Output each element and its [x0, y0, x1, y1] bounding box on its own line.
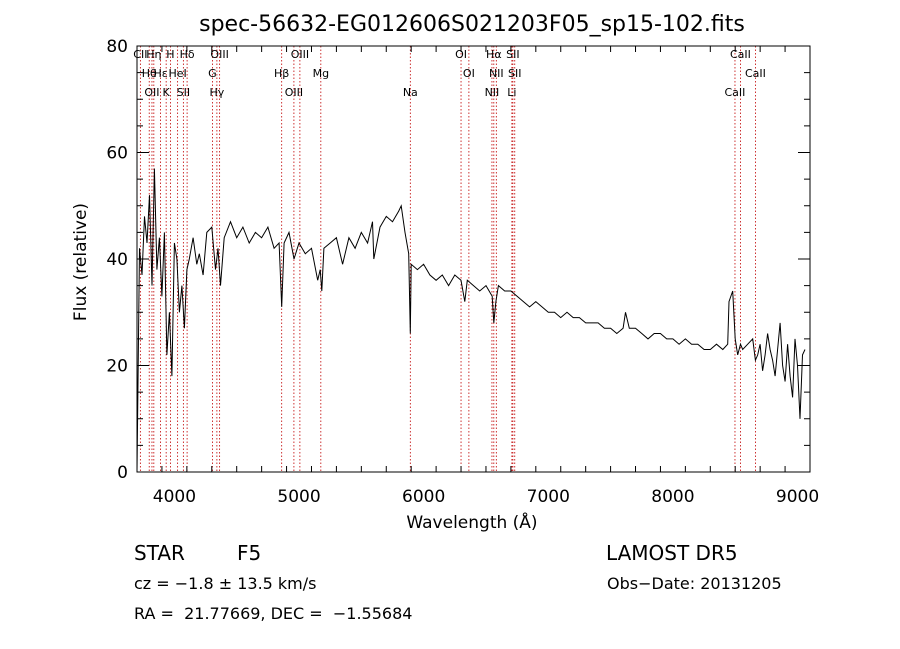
y-axis: 0 20 40 60 80 — [106, 37, 810, 483]
spectral-line-labels: CIIHθOIIHηHεKHHeISIIHδGHγOIIIHβOIIIOIIIM… — [133, 48, 766, 99]
object-subclass: F5 — [237, 541, 262, 565]
spectral-line-label: Hθ — [142, 67, 157, 80]
x-axis-label: Wavelength (Å) — [406, 511, 537, 533]
spectral-line-label: Li — [507, 86, 516, 99]
object-class: STAR — [134, 541, 185, 565]
y-tick-label: 60 — [106, 144, 128, 164]
y-tick-label: 40 — [106, 250, 128, 270]
spectral-line-label: Hδ — [180, 48, 195, 61]
x-axis: 4000 5000 6000 7000 8000 9000 — [136, 46, 819, 507]
x-tick-label: 4000 — [153, 487, 196, 507]
spectral-line-label: Hβ — [274, 67, 289, 80]
spectral-line-label: CaII — [745, 67, 766, 80]
spectral-line-label: OIII — [291, 48, 309, 61]
spectral-line-label: Hγ — [209, 86, 224, 99]
spectral-line-label: SII — [177, 86, 190, 99]
flux-series-line — [136, 168, 806, 473]
spectral-line-label: NII — [485, 86, 500, 99]
spectral-line-label: NII — [489, 67, 504, 80]
spectral-line-label: Hα — [486, 48, 502, 61]
x-tick-label: 8000 — [651, 487, 694, 507]
x-tick-label: 7000 — [527, 487, 570, 507]
y-tick-label: 80 — [106, 37, 128, 57]
spectral-line-label: SII — [506, 48, 519, 61]
spectral-line-label: Hη — [146, 48, 161, 61]
spectral-line-label: OII — [144, 86, 159, 99]
spectral-line-label: G — [208, 67, 217, 80]
y-tick-label: 20 — [106, 357, 128, 377]
spectral-line-label: K — [163, 86, 171, 99]
spectral-line-label: HeI — [168, 67, 186, 80]
spectral-line-label: Hε — [153, 67, 167, 80]
survey-name: LAMOST DR5 — [606, 541, 738, 565]
spectral-line-label: OIII — [210, 48, 228, 61]
spectral-line-label: OIII — [285, 86, 303, 99]
spectral-line-label: CaII — [725, 86, 746, 99]
spectral-line-markers — [139, 46, 756, 472]
spectral-line-label: OI — [463, 67, 475, 80]
coordinates: RA = 21.77669, DEC = −1.55684 — [134, 604, 413, 623]
spectral-line-label: CaII — [730, 48, 751, 61]
spectral-line-label: Mg — [313, 67, 329, 80]
chart-title: spec-56632-EG012606S021203F05_sp15-102.f… — [199, 12, 745, 37]
plot-frame — [136, 45, 811, 473]
y-axis-label: Flux (relative) — [71, 203, 91, 321]
x-tick-label: 9000 — [776, 487, 819, 507]
y-tick-label: 0 — [117, 463, 128, 483]
spectral-line-label: Na — [403, 86, 418, 99]
x-tick-label: 5000 — [277, 487, 320, 507]
spectral-line-label: SII — [508, 67, 521, 80]
observation-date: Obs−Date: 20131205 — [607, 574, 782, 593]
x-tick-label: 6000 — [402, 487, 445, 507]
spectral-line-label: H — [166, 48, 174, 61]
redshift-cz: cz = −1.8 ± 13.5 km/s — [134, 574, 317, 593]
spectral-line-label: OI — [455, 48, 467, 61]
